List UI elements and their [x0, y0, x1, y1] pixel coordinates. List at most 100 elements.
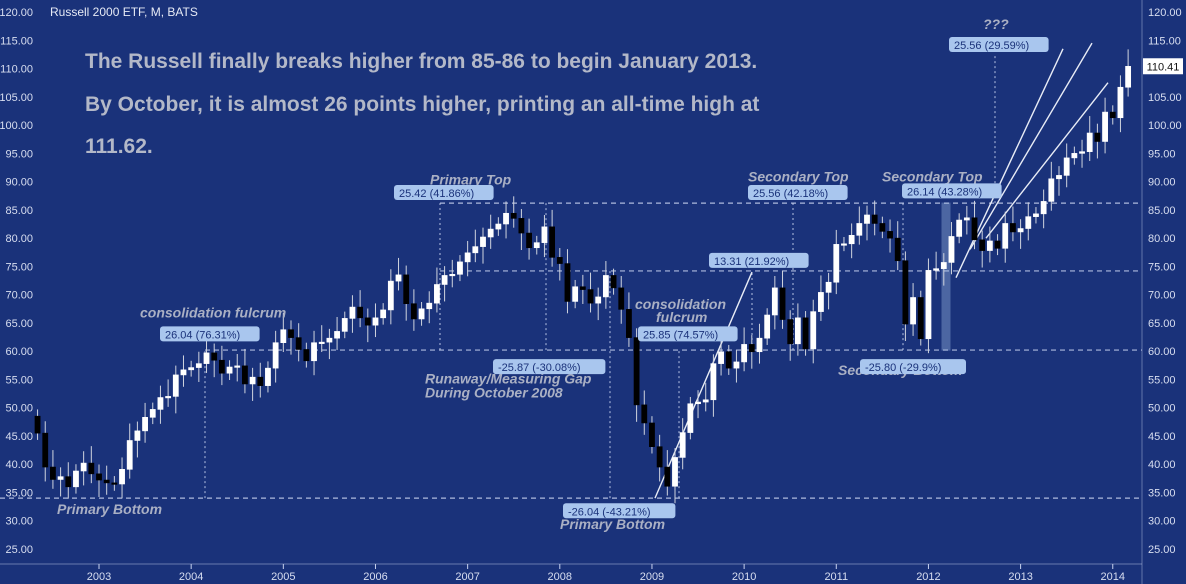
- measurement-label: 13.31 (21.92%): [714, 256, 789, 268]
- candle-up: [395, 274, 402, 282]
- candle-down: [641, 404, 648, 424]
- x-tick-label: 2006: [363, 571, 387, 583]
- y-tick-label-left: 45.00: [5, 431, 33, 443]
- candle-up: [672, 457, 678, 487]
- candle-down: [626, 309, 632, 338]
- candle-up: [702, 399, 709, 403]
- candle-up: [733, 361, 740, 369]
- y-tick-label-left: 100.00: [0, 120, 33, 132]
- last-price-label: 110.41: [1147, 61, 1180, 73]
- candle-down: [526, 232, 532, 249]
- measurement-tag: [709, 252, 809, 268]
- candle-up: [134, 430, 141, 441]
- candle-down: [88, 462, 95, 475]
- candle-down: [1010, 223, 1016, 233]
- candle-down: [357, 306, 364, 319]
- y-tick-label: 120.00: [1148, 7, 1182, 19]
- y-tick-label-left: 30.00: [5, 516, 33, 528]
- candle-up: [986, 240, 993, 251]
- measurement-tag: [860, 359, 966, 375]
- candle-up: [933, 268, 940, 271]
- candle-up: [956, 219, 963, 237]
- candle-up: [1056, 175, 1062, 180]
- candle-down: [257, 376, 264, 386]
- y-tick-label: 55.00: [1148, 374, 1176, 386]
- candle-down: [510, 212, 517, 219]
- candle-down: [610, 275, 617, 289]
- y-tick-label-left: 25.00: [5, 544, 33, 556]
- measurement-label: 26.14 (43.28%): [907, 186, 982, 198]
- candle-up: [73, 470, 79, 488]
- y-tick-label-left: 75.00: [5, 261, 33, 273]
- candle-up: [80, 462, 87, 472]
- trendline: [654, 271, 753, 499]
- candle-up: [503, 212, 509, 225]
- candle-up: [149, 409, 156, 418]
- candle-up: [695, 401, 701, 405]
- candle-up: [272, 342, 279, 369]
- candle-up: [1117, 86, 1124, 119]
- candle-up: [1125, 66, 1132, 88]
- candle-up: [833, 244, 840, 283]
- x-tick-label: 2004: [179, 571, 203, 583]
- candle-up: [533, 242, 540, 249]
- candle-up: [418, 308, 425, 320]
- horizontal-levels: [0, 202, 1142, 499]
- candle-up: [326, 337, 333, 343]
- measurement-label: 25.56 (42.18%): [753, 188, 828, 200]
- candle-up: [372, 317, 379, 326]
- y-tick-label: 115.00: [1148, 35, 1181, 47]
- candle-up: [718, 351, 724, 364]
- candle-down: [971, 217, 978, 241]
- candle-down: [1109, 111, 1116, 119]
- candle-down: [410, 303, 417, 320]
- candle-up: [119, 469, 125, 485]
- candle-up: [195, 363, 202, 368]
- candle-up: [572, 286, 579, 302]
- candle-up: [948, 236, 955, 263]
- annotation-label: consolidation fulcrum: [140, 304, 286, 320]
- candle-up: [825, 281, 832, 293]
- candle-down: [403, 274, 410, 305]
- y-tick-label-left: 60.00: [5, 346, 33, 358]
- trendline: [955, 48, 1064, 279]
- candle-down: [34, 415, 41, 434]
- candlestick-series: [34, 49, 1132, 504]
- candle-up: [741, 344, 748, 363]
- y-tick-label-left: 50.00: [5, 403, 33, 415]
- candle-down: [902, 260, 909, 325]
- candle-down: [556, 257, 563, 264]
- x-tick-label: 2013: [1008, 571, 1032, 583]
- y-tick-label-left: 110.00: [0, 64, 33, 76]
- candle-up: [940, 262, 947, 269]
- candle-up: [794, 317, 801, 345]
- candle-down: [649, 422, 655, 447]
- y-tick-label-left: 70.00: [5, 290, 33, 302]
- y-tick-label-left: 105.00: [0, 92, 33, 104]
- y-tick-label: 60.00: [1148, 346, 1176, 358]
- candle-down: [42, 432, 49, 468]
- candle-up: [710, 363, 717, 401]
- candle-down: [111, 482, 118, 485]
- y-tick-label: 75.00: [1148, 261, 1176, 273]
- candle-down: [656, 446, 663, 468]
- candle-up: [126, 440, 133, 470]
- y-tick-label: 80.00: [1148, 233, 1176, 245]
- annotation-label: During October 2008: [425, 385, 563, 401]
- candle-up: [595, 296, 602, 304]
- candle-up: [856, 223, 863, 236]
- measurement-tag: [394, 185, 494, 201]
- candle-up: [963, 217, 970, 221]
- y-tick-label: 35.00: [1148, 487, 1176, 499]
- trendline: [985, 82, 1109, 239]
- candle-down: [96, 473, 102, 481]
- candle-up: [818, 292, 824, 312]
- measurement-tag: [949, 36, 1049, 52]
- candle-down: [994, 240, 1001, 249]
- y-tick-label-left: 35.00: [5, 487, 33, 499]
- candle-up: [1071, 153, 1078, 159]
- measurement-tag: [160, 326, 260, 342]
- candle-up: [602, 275, 609, 298]
- measurement-label: -25.80 (-29.9%): [865, 362, 941, 374]
